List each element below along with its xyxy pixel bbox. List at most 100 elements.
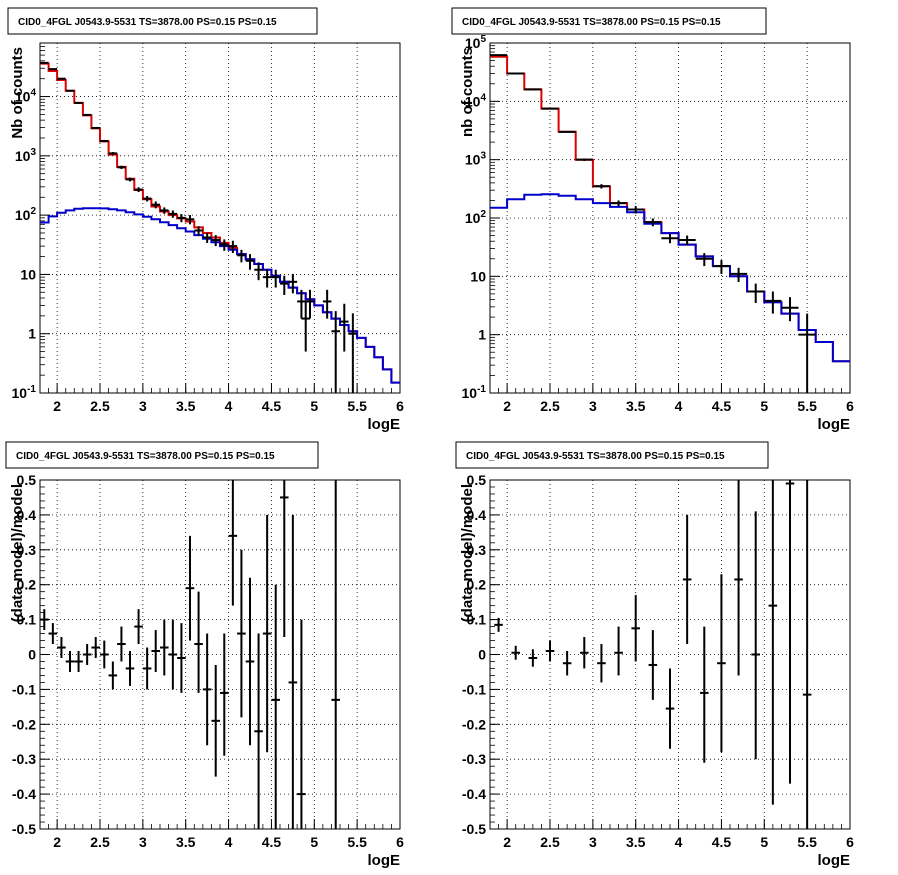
y-tick-label: 0.2: [467, 577, 487, 593]
data-point: [134, 609, 143, 645]
x-tick-label: 5.5: [347, 398, 367, 414]
data-point: [245, 254, 255, 270]
data-point: [100, 139, 109, 143]
x-tick-label: 5: [310, 834, 318, 850]
data-point: [211, 664, 220, 777]
x-tick-label: 6: [846, 398, 854, 414]
data-point: [545, 640, 555, 662]
data-point: [245, 577, 255, 746]
data-point: [614, 626, 623, 676]
data-point: [160, 207, 169, 214]
y-tick-label: 103: [465, 151, 487, 168]
y-axis-label: nb of counts: [459, 47, 476, 137]
chart-title: CID0_4FGL J0543.9-5531 TS=3878.00 PS=0.1…: [18, 17, 277, 28]
data-point: [108, 152, 118, 155]
data-point: [134, 187, 143, 193]
x-tick-label: 3.5: [626, 398, 646, 414]
y-tick-label: 10-1: [12, 384, 37, 401]
y-tick-label: 0.4: [467, 507, 487, 523]
data-point: [305, 289, 315, 319]
chart-title: CID0_4FGL J0543.9-5531 TS=3878.00 PS=0.1…: [466, 451, 725, 462]
data-point: [211, 235, 220, 247]
data-point: [262, 514, 272, 753]
y-tick-label: 0.3: [17, 542, 37, 558]
y-tick-label: 0.5: [17, 472, 37, 488]
y-tick-label: 0.3: [467, 542, 487, 558]
data-point: [48, 623, 58, 645]
x-tick-label: 5: [760, 398, 768, 414]
x-tick-label: 5: [310, 398, 318, 414]
x-tick-label: 3.5: [176, 834, 196, 850]
x-tick-label: 2.5: [540, 398, 560, 414]
y-tick-label: -0.3: [462, 751, 486, 767]
data-point: [125, 177, 135, 182]
data-point: [528, 649, 538, 667]
title-box: [5, 441, 319, 469]
data-point: [151, 630, 160, 672]
data-point: [194, 226, 203, 236]
data-point: [507, 72, 525, 75]
data-point: [597, 644, 606, 683]
data-point: [695, 253, 713, 267]
data-point: [100, 640, 109, 669]
y-tick-label: -0.3: [12, 751, 36, 767]
data-point: [125, 651, 135, 686]
y-tick-label: -0.4: [12, 786, 36, 802]
plot-area: [40, 480, 340, 829]
data-point: [202, 232, 212, 243]
data-point: [65, 89, 75, 92]
x-tick-label: 6: [396, 834, 404, 850]
x-tick-label: 4: [675, 398, 683, 414]
data-point: [678, 235, 696, 246]
y-tick-label: 10: [470, 268, 486, 284]
x-tick-label: 5.5: [797, 834, 817, 850]
x-tick-label: 2: [503, 834, 511, 850]
data-point: [57, 637, 66, 658]
data-point: [220, 239, 229, 251]
data-point: [168, 210, 178, 218]
data-point: [117, 165, 126, 169]
data-point: [48, 68, 58, 71]
x-tick-label: 2: [53, 398, 61, 414]
data-point: [288, 273, 298, 294]
y-tick-label: 0.2: [17, 577, 37, 593]
data-point: [524, 88, 542, 91]
data-point: [700, 626, 709, 763]
x-tick-label: 6: [396, 398, 404, 414]
y-tick-label: -0.5: [12, 821, 36, 837]
chart-title: CID0_4FGL J0543.9-5531 TS=3878.00 PS=0.1…: [462, 17, 721, 28]
data-point: [177, 214, 186, 223]
data-point: [40, 609, 49, 631]
data-point: [665, 668, 675, 749]
x-tick-label: 2: [503, 398, 511, 414]
data-point: [348, 313, 358, 393]
chart-panel-4: 2 2.5 3 3.5 4 4.5 5 5.5 6 -0.5 -0.4 -0.3 -0.2 -0.1 0 0.…: [455, 441, 854, 869]
data-point: [682, 514, 692, 645]
data-point: [65, 651, 75, 672]
data-point: [280, 480, 289, 638]
y-tick-label: 1: [28, 326, 36, 342]
x-tick-label: 3: [589, 398, 597, 414]
data-point: [322, 289, 332, 319]
data-point: [160, 619, 169, 676]
y-tick-label: -0.4: [462, 786, 486, 802]
data-point: [237, 549, 246, 718]
x-tick-label: 2.5: [540, 834, 560, 850]
data-point: [237, 249, 246, 263]
y-tick-label: 0.4: [17, 507, 37, 523]
data-point: [151, 201, 160, 209]
data-point: [717, 574, 726, 753]
data-point: [648, 630, 658, 700]
y-tick-label: 104: [465, 92, 487, 109]
y-tick-label: -0.2: [462, 716, 486, 732]
data-point: [254, 262, 263, 281]
title-box: [451, 7, 767, 35]
y-tick-label: 103: [15, 147, 37, 164]
data-point: [575, 158, 593, 161]
data-point: [764, 291, 782, 314]
data-point: [177, 623, 186, 693]
y-tick-label: 10-1: [462, 384, 487, 401]
data-point: [541, 107, 559, 110]
x-tick-label: 3: [139, 398, 147, 414]
data-point: [494, 617, 503, 632]
